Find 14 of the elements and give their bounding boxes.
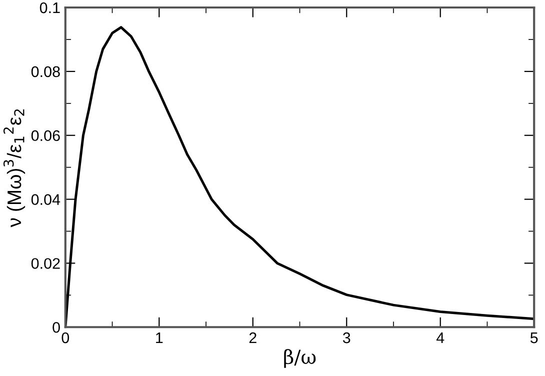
x-tick-label: 3 xyxy=(342,332,350,344)
x-tick-label: 0 xyxy=(62,332,70,344)
y-tick-label: 0.08 xyxy=(31,66,60,78)
y-tick-label: 0.04 xyxy=(31,194,60,205)
x-tick-label: 5 xyxy=(530,332,538,344)
x-tick-label: 4 xyxy=(436,332,444,344)
y-tick-label: 0.06 xyxy=(31,130,60,142)
y-axis-title: ν (Mω)$^{3}$/ε$_{1}$$^{2}$ε$_{2}$ xyxy=(3,109,26,228)
y-tick-label: 0 xyxy=(52,322,60,333)
y-tick-label: 0.1 xyxy=(40,2,60,14)
x-axis-title: β/ω xyxy=(284,349,316,368)
x-tick-label: 1 xyxy=(156,332,163,344)
y-tick-label: 0.02 xyxy=(31,258,60,269)
x-tick-label: 2 xyxy=(249,332,256,344)
